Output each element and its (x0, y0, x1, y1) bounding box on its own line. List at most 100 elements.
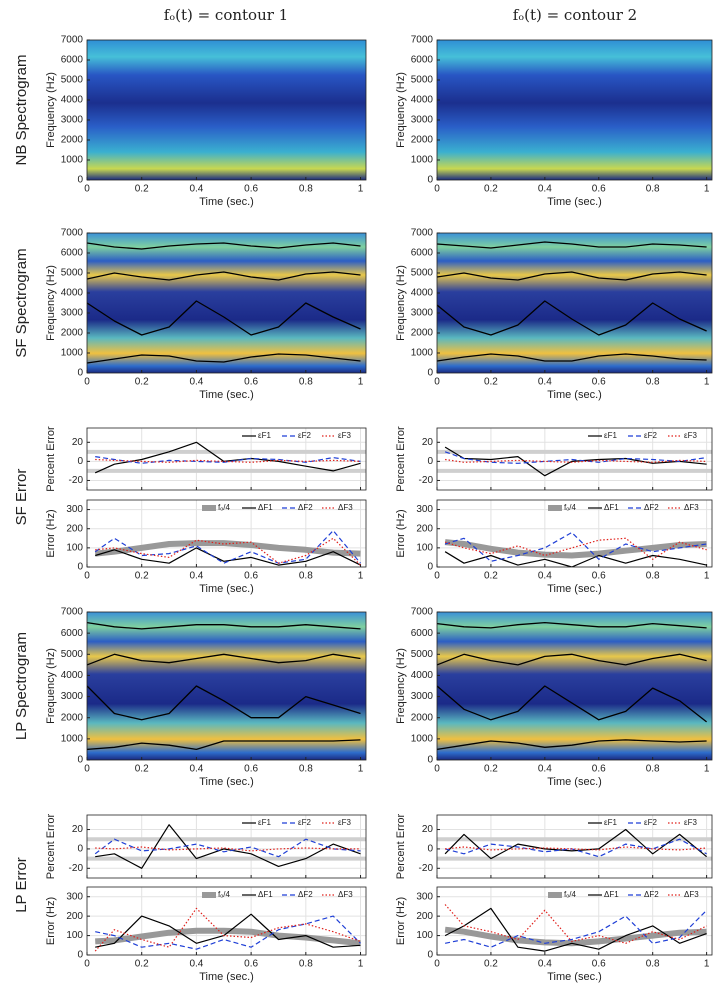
y-tick-label: 200 (66, 911, 83, 922)
panel: 0 100 200 300 0 0.2 0.4 0.6 0.8 1 Error (Hz) Time (… (395, 499, 713, 595)
legend-label: ΔF2 (298, 503, 313, 512)
y-tick-label: -20 (419, 863, 434, 874)
y-tick-label: 2000 (411, 712, 434, 723)
series-group (444, 904, 708, 952)
x-tick-label: 0.8 (299, 959, 313, 970)
formant-track (87, 685, 361, 721)
panel: 0 100 200 300 0 0.2 0.4 0.6 0.8 1 Error (Hz) Time (… (45, 886, 367, 983)
y-tick-label: 5000 (61, 268, 84, 279)
x-tick-label: 0.8 (646, 377, 660, 388)
y-tick-label: 3000 (411, 308, 434, 319)
formant-track (437, 241, 707, 249)
spectrogram-image (437, 612, 712, 760)
x-tick-label: 0.6 (244, 377, 258, 388)
row-label: LP Error (13, 857, 30, 913)
x-tick-label: 0.2 (484, 571, 498, 582)
x-tick-label: 0.2 (484, 377, 498, 388)
error-line (444, 537, 707, 560)
y-tick-label: 3000 (61, 308, 84, 319)
y-tick-label: 6000 (61, 55, 84, 66)
axes-frame (436, 427, 713, 491)
panel: -20 0 20 Percent Error εF1 εF2 εF3 (395, 813, 713, 879)
y-tick-label: 6000 (411, 628, 434, 639)
x-tick-label: 0.2 (135, 184, 149, 195)
x-tick-label: 1 (704, 764, 710, 775)
series-group (437, 241, 707, 362)
error-line (444, 451, 707, 464)
formant-track (87, 242, 361, 250)
axes-frame (86, 232, 367, 374)
column-title: fₒ(t) = contour 2 (513, 6, 637, 24)
x-tick-label: 0.6 (244, 959, 258, 970)
panel: 0 100 200 300 0 0.2 0.4 0.6 0.8 1 Error (Hz) Time (… (45, 499, 367, 595)
formant-track (437, 685, 708, 723)
axes-frame (86, 39, 367, 181)
x-tick-label: 0 (84, 571, 90, 582)
y-tick-label: 0 (427, 456, 433, 467)
axes-frame (86, 427, 367, 491)
y-tick-label: 200 (66, 523, 83, 534)
legend-label: ΔF3 (684, 503, 699, 512)
legend-label: fₒ/4 (218, 503, 230, 512)
x-tick-label: 0.6 (592, 184, 606, 195)
panel: 0 1000 2000 3000 4000 5000 6000 7000 0 0.2 0.4 0.6 0… (395, 228, 713, 401)
y-tick-label: 3000 (61, 115, 84, 126)
y-tick-label: 7000 (61, 35, 84, 46)
y-tick-label: 0 (77, 844, 83, 855)
error-line (444, 907, 707, 952)
x-tick-label: 0.8 (646, 764, 660, 775)
x-tick-label: 0.6 (592, 571, 606, 582)
error-line (444, 539, 707, 559)
y-axis-label: Error (Hz) (395, 897, 407, 945)
x-axis-label: Time (sec.) (199, 971, 254, 983)
legend-label: εF2 (298, 818, 311, 827)
y-tick-label: 1000 (61, 155, 84, 166)
y-tick-label: 300 (66, 504, 83, 515)
legend-label: εF3 (684, 818, 697, 827)
formant-track (437, 621, 707, 629)
legend-label: fₒ/4 (564, 890, 576, 899)
y-axis-label: Percent Error (45, 813, 57, 879)
x-tick-label: 1 (358, 377, 364, 388)
y-tick-label: 20 (422, 824, 434, 835)
axes-frame (86, 886, 367, 956)
plot-area (87, 428, 366, 490)
legend-label: εF1 (604, 431, 617, 440)
y-axis-label: Error (Hz) (395, 509, 407, 557)
y-tick-label: 0 (77, 950, 83, 961)
y-tick-label: 0 (77, 368, 83, 379)
panel: -20 0 20 Percent Error εF1 εF2 εF3 (45, 813, 367, 879)
x-tick-label: 0 (434, 377, 440, 388)
error-line (444, 904, 707, 944)
y-axis-label: Percent Error (45, 426, 57, 492)
series-group (87, 242, 361, 364)
y-tick-label: 5000 (411, 75, 434, 86)
column-title: fₒ(t) = contour 1 (164, 6, 288, 24)
legend-label: ΔF1 (604, 503, 619, 512)
panel: 0 1000 2000 3000 4000 5000 6000 7000 0 0.2 0.4 0.6 0… (45, 607, 367, 788)
legend-label: εF2 (298, 431, 311, 440)
x-tick-label: 0.4 (538, 959, 552, 970)
x-tick-label: 1 (704, 184, 710, 195)
error-line (444, 551, 707, 567)
x-tick-label: 0.4 (189, 959, 203, 970)
x-tick-label: 0.8 (646, 184, 660, 195)
error-line (445, 846, 707, 851)
y-tick-label: 200 (416, 523, 433, 534)
legend-label: ΔF3 (684, 890, 699, 899)
y-tick-label: 7000 (411, 228, 434, 239)
y-axis-label: Frequency (Hz) (45, 265, 57, 341)
axes-frame (436, 886, 713, 956)
formant-track (87, 653, 361, 666)
y-tick-label: 0 (427, 562, 433, 573)
x-tick-label: 0.6 (244, 184, 258, 195)
x-tick-label: 0.2 (135, 571, 149, 582)
spectrogram-image (87, 40, 366, 180)
error-line (95, 547, 361, 566)
series-group (444, 446, 707, 477)
series-group (437, 621, 708, 751)
x-tick-label: 0 (434, 571, 440, 582)
x-tick-label: 0 (434, 764, 440, 775)
x-axis-label: Time (sec.) (199, 196, 254, 208)
